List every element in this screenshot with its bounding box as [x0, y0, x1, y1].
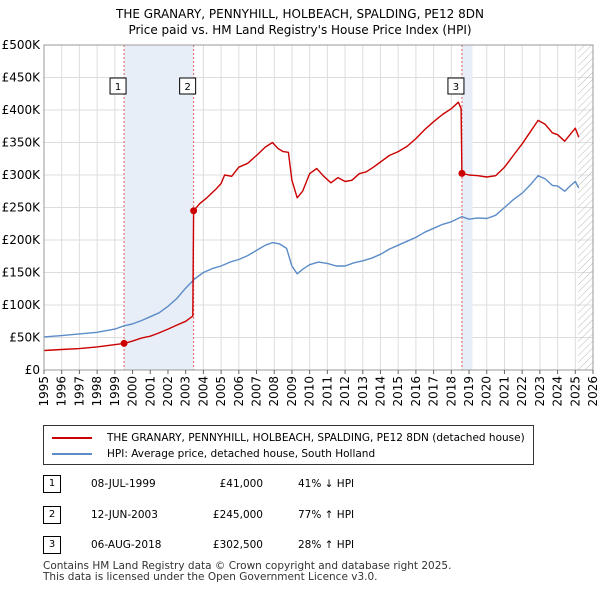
- footer-line-2: This data is licensed under the Open Gov…: [43, 571, 378, 583]
- x-tick-label: 2003: [179, 376, 193, 407]
- x-tick-label: 1998: [90, 376, 104, 407]
- x-tick-label: 1997: [72, 376, 86, 407]
- sale-price: £41,000: [219, 478, 263, 490]
- sale-hpi-diff: 77% ↑ HPI: [298, 509, 355, 521]
- x-tick-label: 2006: [232, 376, 246, 407]
- x-tick-label: 2012: [338, 376, 352, 407]
- sale-1-marker-box: [109, 77, 127, 95]
- chart-title: THE GRANARY, PENNYHILL, HOLBEACH, SPALDI…: [0, 6, 600, 38]
- x-tick-label: 2008: [267, 376, 281, 407]
- x-tick-label: 2018: [444, 376, 458, 407]
- sale-1-point: [120, 339, 128, 347]
- sale-hpi-diff: 28% ↑ HPI: [298, 539, 355, 551]
- series-property-line: [43, 101, 580, 352]
- y-tick-label: £350K: [2, 136, 42, 150]
- x-tick-label: 1996: [55, 376, 69, 407]
- sale-date: 08-JUL-1999: [91, 478, 156, 490]
- y-tick-label: £400K: [2, 103, 42, 117]
- legend-label-hpi: HPI: Average price, detached house, Sout…: [107, 448, 376, 460]
- footer-line-1: Contains HM Land Registry data © Crown c…: [43, 560, 452, 572]
- x-tick-label: 2007: [250, 376, 264, 407]
- sale-price: £245,000: [212, 509, 263, 521]
- x-tick-label: 2001: [143, 376, 157, 407]
- y-tick-label: £150K: [2, 266, 42, 280]
- x-tick-label: 2016: [409, 376, 423, 407]
- sale-badge: 2: [43, 506, 61, 524]
- sale-3-marker-label: 3: [453, 82, 459, 93]
- x-tick-label: 2005: [214, 376, 228, 407]
- y-tick-label: £450K: [2, 71, 42, 85]
- x-tick-label: 2002: [161, 376, 175, 407]
- x-tick-label: 2004: [196, 376, 210, 407]
- x-tick-label: 2015: [391, 376, 405, 407]
- y-tick-label: £250K: [2, 201, 42, 215]
- x-tick-label: 2021: [497, 376, 511, 407]
- sale-1-marker: 1: [109, 77, 127, 95]
- x-tick-label: 2009: [285, 376, 299, 407]
- shaded-period: [461, 45, 473, 370]
- legend-swatch-hpi: [52, 453, 92, 455]
- y-tick-label: £100K: [2, 298, 42, 312]
- footer-attribution: Contains HM Land Registry data © Crown c…: [43, 561, 451, 583]
- sale-2-marker-box: [179, 77, 197, 95]
- x-tick-label: 2024: [551, 376, 565, 407]
- chart-legend: THE GRANARY, PENNYHILL, HOLBEACH, SPALDI…: [43, 425, 534, 465]
- x-tick-label: 1995: [37, 376, 51, 407]
- x-tick-label: 2010: [303, 376, 317, 407]
- x-tick-label: 2025: [568, 376, 582, 407]
- sale-date: 12-JUN-2003: [91, 509, 158, 521]
- sale-2-marker: 2: [179, 77, 197, 95]
- title-line-2: Price paid vs. HM Land Registry's House …: [128, 23, 472, 37]
- sale-2-point: [190, 207, 198, 215]
- sale-3-point: [458, 169, 466, 177]
- x-tick-label: 2023: [533, 376, 547, 407]
- sale-badge: 1: [43, 475, 61, 493]
- forecast-hatch: [577, 45, 593, 370]
- sale-3-marker: 3: [447, 77, 465, 95]
- x-tick-label: 2011: [320, 376, 334, 407]
- series-hpi-line: [43, 175, 580, 338]
- y-tick-label: £300K: [2, 168, 42, 182]
- shaded-period: [124, 45, 194, 370]
- y-tick-label: £0: [25, 363, 40, 377]
- y-tick-label: £50K: [9, 331, 41, 345]
- x-tick-label: 2019: [462, 376, 476, 407]
- y-tick-label: £500K: [2, 38, 42, 52]
- x-tick-label: 2020: [480, 376, 494, 407]
- title-line-1: THE GRANARY, PENNYHILL, HOLBEACH, SPALDI…: [116, 7, 484, 21]
- sale-1-marker-label: 1: [115, 82, 121, 93]
- sale-2-marker-label: 2: [184, 82, 190, 93]
- sale-date: 06-AUG-2018: [91, 539, 162, 551]
- x-tick-label: 2026: [586, 376, 600, 407]
- legend-label-property: THE GRANARY, PENNYHILL, HOLBEACH, SPALDI…: [107, 432, 525, 444]
- y-tick-label: £200K: [2, 233, 42, 247]
- x-tick-label: 2013: [356, 376, 370, 407]
- x-tick-label: 2017: [427, 376, 441, 407]
- sale-3-marker-box: [447, 77, 465, 95]
- plot-frame: [43, 44, 594, 371]
- x-tick-label: 2000: [126, 376, 140, 407]
- legend-swatch-property: [52, 437, 92, 439]
- sale-badge: 3: [43, 536, 61, 554]
- x-tick-label: 1999: [108, 376, 122, 407]
- x-tick-label: 2014: [373, 376, 387, 407]
- x-tick-label: 2022: [515, 376, 529, 407]
- sale-hpi-diff: 41% ↓ HPI: [298, 478, 355, 490]
- sale-price: £302,500: [212, 539, 263, 551]
